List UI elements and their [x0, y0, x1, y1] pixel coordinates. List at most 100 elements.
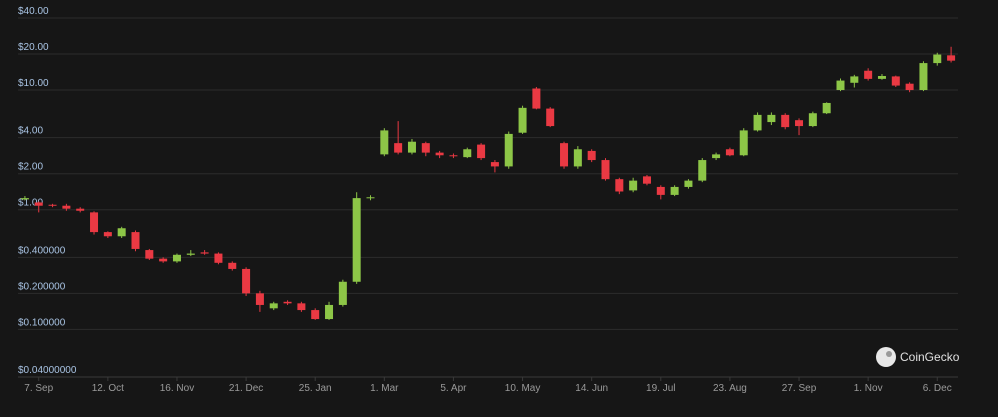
candle: [103, 231, 112, 239]
candle: [767, 112, 776, 126]
candle: [297, 301, 306, 312]
candle: [311, 308, 320, 320]
y-tick-label: $20.00: [18, 42, 49, 53]
candle: [850, 74, 859, 88]
y-tick-label: $0.04000000: [18, 365, 77, 376]
candle-body: [656, 186, 665, 195]
candle: [214, 252, 223, 265]
candle-body: [325, 304, 334, 320]
candle: [712, 152, 721, 161]
candle-body: [186, 253, 195, 255]
x-tick-label: 19. Jul: [646, 383, 675, 394]
candle: [449, 153, 458, 159]
x-tick-label: 23. Aug: [713, 383, 747, 394]
x-tick-label: 7. Sep: [24, 383, 53, 394]
candle-body: [781, 114, 790, 128]
candle-body: [228, 262, 237, 269]
candle-body: [739, 130, 748, 156]
watermark: CoinGecko: [876, 347, 960, 367]
candle: [200, 250, 209, 255]
candle-body: [560, 143, 569, 167]
candle: [48, 203, 57, 208]
candle: [601, 158, 610, 181]
candle-body: [34, 202, 43, 206]
candle-body: [103, 232, 112, 237]
x-tick-label: 27. Sep: [782, 383, 817, 394]
candle: [725, 147, 734, 157]
candle-body: [670, 186, 679, 195]
y-tick-label: $0.400000: [18, 245, 66, 256]
candle-body: [905, 83, 914, 91]
candle: [172, 253, 181, 263]
candle: [933, 52, 942, 66]
candle-body: [242, 268, 251, 294]
candle: [242, 267, 251, 297]
watermark-logo: [876, 347, 896, 367]
y-tick-label: $0.100000: [18, 317, 66, 328]
watermark-text: CoinGecko: [900, 350, 960, 364]
candle: [518, 105, 527, 134]
candle: [352, 192, 361, 284]
candle-body: [877, 76, 886, 79]
candle: [877, 74, 886, 80]
x-tick-label: 25. Jan: [299, 383, 332, 394]
candle-body: [407, 141, 416, 153]
candle-body: [504, 133, 513, 167]
y-tick-label: $1.00: [18, 198, 43, 209]
candle: [504, 131, 513, 169]
y-tick-label: $4.00: [18, 126, 43, 137]
candle: [560, 141, 569, 169]
x-tick-label: 1. Nov: [854, 383, 883, 394]
candle: [20, 196, 29, 201]
candle-body: [338, 281, 347, 305]
candle: [186, 250, 195, 257]
candle-body: [795, 120, 804, 127]
candle-body: [725, 149, 734, 156]
y-tick-label: $10.00: [18, 78, 49, 89]
candle: [380, 128, 389, 157]
candle: [283, 300, 292, 305]
candle: [34, 201, 43, 213]
candle: [76, 207, 85, 213]
candle: [587, 149, 596, 163]
candle-body: [712, 154, 721, 159]
candle-body: [200, 252, 209, 254]
candle-body: [352, 198, 361, 282]
candle: [656, 185, 665, 200]
candle: [753, 112, 762, 132]
candle: [228, 261, 237, 271]
candle: [532, 87, 541, 110]
candle-body: [601, 160, 610, 180]
candle-body: [366, 197, 375, 199]
candle-body: [615, 179, 624, 192]
candle: [629, 177, 638, 193]
candle: [864, 68, 873, 81]
x-tick-label: 1. Mar: [370, 383, 399, 394]
candle-body: [753, 114, 762, 131]
candle-body: [435, 152, 444, 156]
candle-body: [629, 180, 638, 191]
candle-body: [919, 63, 928, 91]
candle: [269, 301, 278, 311]
candle-body: [642, 176, 651, 184]
candle-body: [518, 107, 527, 133]
candle-body: [477, 144, 486, 159]
candle-body: [255, 293, 264, 305]
candle: [808, 111, 817, 128]
candle-body: [546, 108, 555, 127]
candle-body: [532, 88, 541, 109]
x-tick-label: 6. Dec: [923, 383, 952, 394]
x-tick-label: 14. Jun: [575, 383, 608, 394]
candle-body: [394, 143, 403, 153]
candle-body: [947, 55, 956, 61]
candle: [739, 128, 748, 157]
candle: [90, 211, 99, 235]
candle: [338, 279, 347, 307]
candle: [421, 141, 430, 157]
candle-body: [421, 143, 430, 153]
candle-body: [463, 149, 472, 158]
candle-body: [808, 113, 817, 127]
candle: [477, 143, 486, 161]
